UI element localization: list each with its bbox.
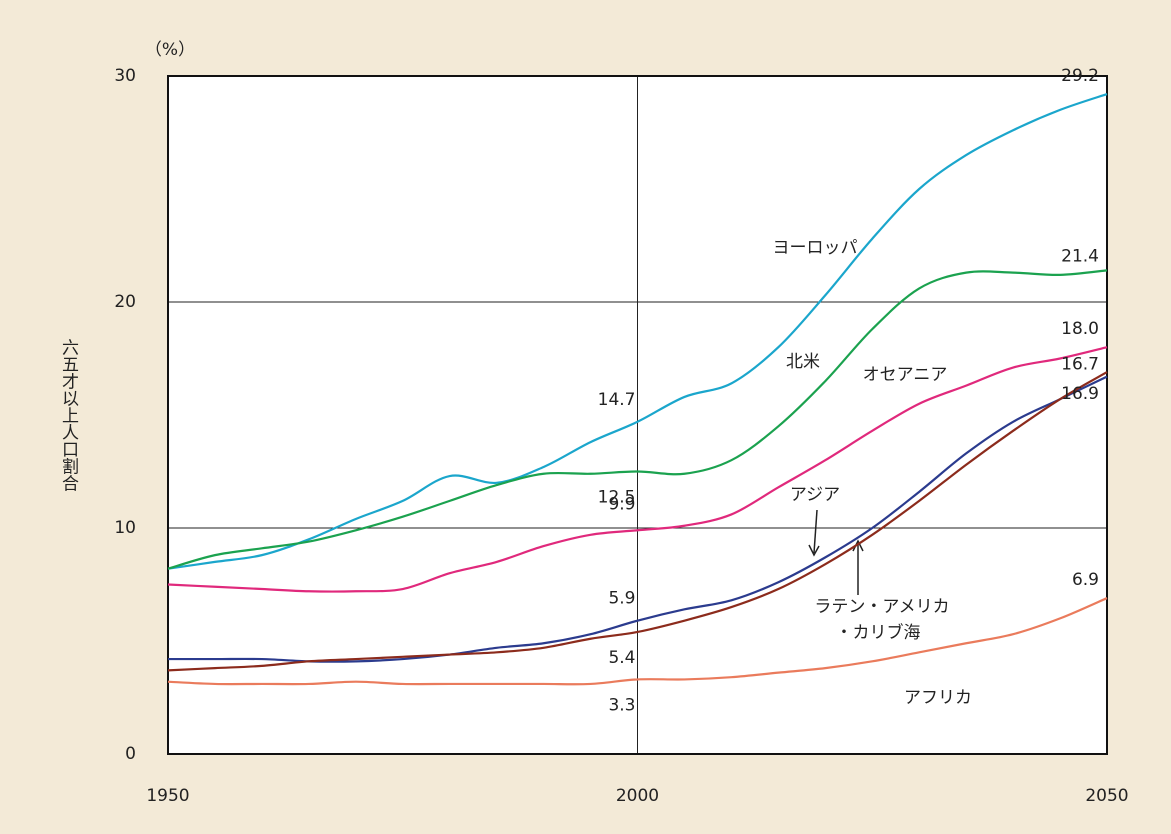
plot-border [167, 75, 1108, 755]
y-tick-label: 20 [114, 292, 136, 312]
y-axis-label: 六五才以上人口割合 [58, 338, 79, 491]
unit-label: （%） [145, 40, 195, 60]
value-label: 29.2 [1061, 66, 1099, 86]
region-label: アフリカ [904, 688, 972, 708]
region-label: アジア [790, 485, 840, 505]
region-label: オセアニア [863, 365, 948, 385]
arrows [808, 509, 864, 595]
series-line [167, 371, 1108, 672]
series-line [167, 346, 1108, 593]
x-tick-label: 2050 [1085, 786, 1128, 806]
series-line [167, 597, 1108, 686]
value-label: 18.0 [1061, 319, 1099, 339]
value-label: 9.9 [608, 494, 635, 514]
value-label: 16.9 [1061, 384, 1099, 404]
value-label: 5.4 [608, 648, 635, 668]
series-line [167, 93, 1108, 570]
region-label: ラテン・アメリカ [814, 597, 949, 617]
value-label: 16.7 [1061, 355, 1099, 375]
value-label: 12.5 [598, 488, 636, 508]
region-label: ヨーロッパ [773, 238, 858, 258]
region-label: 北米 [786, 352, 820, 372]
series-line [167, 269, 1108, 570]
region-label: ・カリブ海 [836, 622, 921, 643]
value-label: 3.3 [608, 695, 635, 715]
arrow-head [852, 539, 864, 552]
y-tick-label: 30 [114, 66, 136, 86]
arrow [813, 509, 818, 554]
y-tick-label: 0 [125, 744, 136, 764]
x-tick-label: 2000 [616, 786, 659, 806]
arrow-head [808, 544, 820, 557]
y-tick-label: 10 [114, 518, 136, 538]
value-label: 21.4 [1061, 246, 1099, 266]
value-label: 5.9 [608, 589, 635, 609]
value-label: 14.7 [598, 390, 636, 410]
value-label: 6.9 [1072, 570, 1099, 590]
x-tick-label: 1950 [146, 786, 189, 806]
